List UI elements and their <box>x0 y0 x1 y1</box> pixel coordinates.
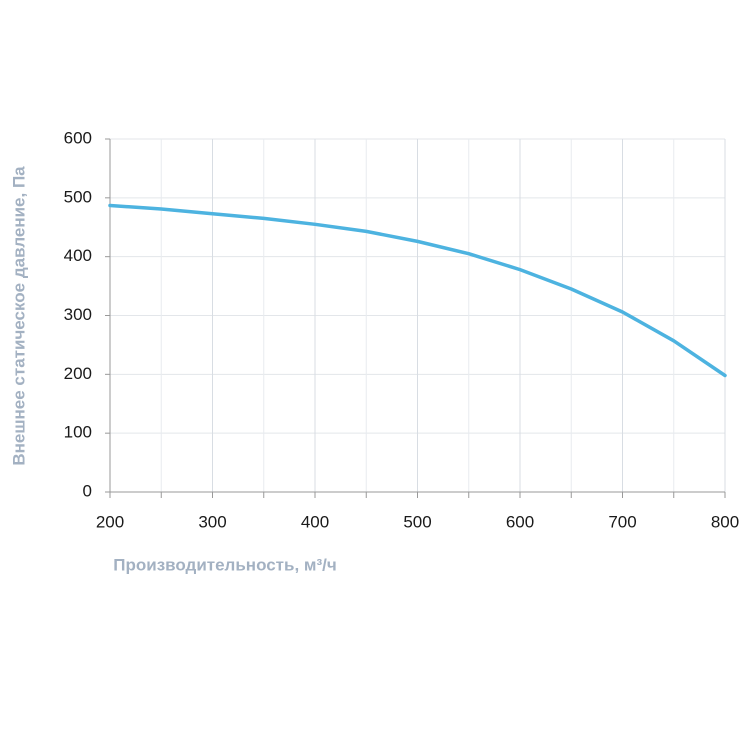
y-tick-label: 300 <box>64 305 92 324</box>
y-tick-label: 500 <box>64 187 92 206</box>
x-tick-label: 700 <box>608 512 636 531</box>
x-tick-label: 400 <box>301 512 329 531</box>
y-tick-label: 0 <box>83 481 92 500</box>
data-line <box>108 203 727 378</box>
x-tick-label: 300 <box>198 512 226 531</box>
x-tick-label: 200 <box>96 512 124 531</box>
y-axis-label: Внешнее статическое давление, Па <box>9 166 28 466</box>
x-tick-label: 800 <box>711 512 739 531</box>
y-tick-label: 100 <box>64 423 92 442</box>
y-tick-label: 600 <box>64 128 92 147</box>
y-tick-label: 200 <box>64 364 92 383</box>
x-tick-label: 500 <box>403 512 431 531</box>
y-tick-label: 400 <box>64 246 92 265</box>
x-axis-label: Производительность, м³/ч <box>113 555 336 574</box>
x-tick-label: 600 <box>506 512 534 531</box>
